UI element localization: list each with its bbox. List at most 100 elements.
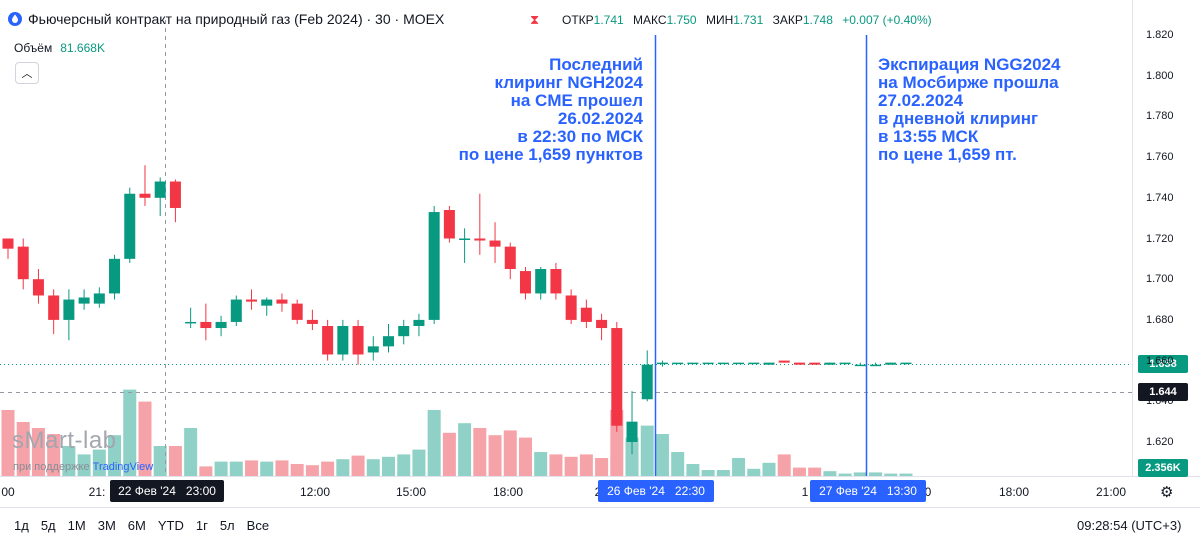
clock-timezone[interactable]: 09:28:54 (UTC+3) xyxy=(1077,518,1182,533)
y-tick-label: 1.780 xyxy=(1146,110,1174,123)
low-value: 1.731 xyxy=(733,13,764,27)
candle-body xyxy=(672,362,684,365)
timeframe-6m[interactable]: 6М xyxy=(127,518,146,533)
volume-bar xyxy=(92,449,106,476)
volume-bar xyxy=(686,464,700,476)
close-label: ЗАКР xyxy=(772,13,803,27)
candle-body xyxy=(32,279,44,296)
candle-body xyxy=(809,362,821,365)
candle-body xyxy=(580,307,592,322)
y-tick-label: 1.820 xyxy=(1146,29,1174,41)
volume-bar xyxy=(732,458,746,476)
candle-body xyxy=(702,362,714,365)
timeframe-5y[interactable]: 5л xyxy=(219,518,235,533)
candle-body xyxy=(200,321,212,329)
volume-bar xyxy=(747,468,761,476)
candle-body xyxy=(474,238,486,241)
candle-body xyxy=(109,258,121,294)
volume-bar xyxy=(245,460,259,476)
candle-body xyxy=(2,238,14,249)
volume-bar xyxy=(214,461,228,476)
x-tick: 21: xyxy=(88,485,106,499)
volume-bar xyxy=(427,410,441,476)
volume-bar xyxy=(412,449,426,476)
x-tick: 21:00 xyxy=(1095,485,1127,499)
candle-body xyxy=(641,364,653,400)
annotation-cme-clearing[interactable]: Последний клиринг NGH2024 на CME прошел … xyxy=(458,55,643,164)
volume-bar xyxy=(655,434,669,476)
volume-bar xyxy=(534,452,548,476)
y-tick-label: 1.700 xyxy=(1146,273,1174,286)
watermark-logo: sMart-lab xyxy=(12,427,117,454)
candle-body xyxy=(169,181,181,208)
volume-bar xyxy=(153,446,167,476)
watermark-sub-text: при поддержке xyxy=(13,461,90,473)
volume-bar xyxy=(671,452,685,476)
chart-header: Фьючерсный контракт на природный газ (Fe… xyxy=(8,11,444,27)
collapse-legend-button[interactable]: ︿ xyxy=(15,62,39,84)
y-tick-label: 1.800 xyxy=(1146,69,1174,82)
timeframe-3m[interactable]: 3М xyxy=(97,518,116,533)
volume-bar xyxy=(351,455,365,476)
candle-body xyxy=(337,326,349,355)
candle-body xyxy=(93,293,105,304)
timeframe-1d[interactable]: 1д xyxy=(14,518,29,533)
candle-body xyxy=(793,362,805,365)
volume-bar xyxy=(168,446,182,476)
candle-body xyxy=(596,319,608,329)
timeframe-ytd[interactable]: YTD xyxy=(157,518,184,533)
symbol-title[interactable]: Фьючерсный контракт на природный газ (Fe… xyxy=(28,11,445,27)
volume-price-label: 2.356K xyxy=(1138,459,1188,477)
low-label: МИН xyxy=(705,13,734,27)
hourglass-icon: ⧗ xyxy=(530,12,540,27)
candle-body xyxy=(63,299,75,320)
annotation-moex-expiration[interactable]: Экспирация NGG2024 на Мосбирже прошла 27… xyxy=(878,55,1061,164)
candle-body xyxy=(870,364,882,367)
volume-bar xyxy=(853,472,867,476)
vline-time-label-1: 26 Фев '24 22:30 xyxy=(598,480,714,502)
volume-bar xyxy=(884,473,898,476)
volume-bar xyxy=(610,410,624,476)
volume-bar xyxy=(792,467,806,476)
volume-bar xyxy=(564,456,578,476)
candle-body xyxy=(215,321,227,329)
chevron-up-icon: ︿ xyxy=(21,68,33,80)
candle-body xyxy=(185,321,197,324)
gear-icon[interactable]: ⚙ xyxy=(1160,484,1174,501)
candle-body xyxy=(717,362,729,365)
timeframe-all[interactable]: Все xyxy=(246,518,270,533)
x-tick: 1 xyxy=(801,485,809,499)
close-value: 1.748 xyxy=(802,13,833,27)
x-tick: 00 xyxy=(1,485,15,499)
open-label: ОТКР xyxy=(562,13,594,27)
volume-bar xyxy=(199,466,213,476)
crosshair-time-label: 22 Фев '24 23:00 xyxy=(110,480,224,502)
volume-readout: Объём 81.668K xyxy=(14,41,105,55)
volume-bar xyxy=(823,471,837,476)
x-tick: 0 xyxy=(924,485,932,499)
timeframe-1y[interactable]: 1г xyxy=(195,518,208,533)
candle-body xyxy=(839,362,851,365)
candle-body xyxy=(322,326,334,355)
tradingview-brand: TradingView xyxy=(92,461,154,473)
candle-body xyxy=(154,181,166,198)
x-tick: 12:00 xyxy=(299,485,331,499)
timeframe-1m[interactable]: 1М xyxy=(67,518,86,533)
y-tick-label: 1.660 xyxy=(1146,354,1174,367)
volume-bar xyxy=(62,446,76,476)
y-tick-label: 1.640 xyxy=(1146,395,1174,408)
high-label: МАКС xyxy=(633,13,667,27)
y-tick-label: 1.720 xyxy=(1146,232,1174,245)
high-value: 1.750 xyxy=(666,13,697,27)
timeframe-5d[interactable]: 5д xyxy=(40,518,56,533)
candle-body xyxy=(78,297,90,304)
candle-body xyxy=(413,319,425,327)
x-tick: 18:00 xyxy=(998,485,1030,499)
volume-bar xyxy=(184,428,198,476)
candle-body xyxy=(626,421,638,442)
candle-body xyxy=(48,295,60,320)
candle-body xyxy=(230,299,242,322)
y-tick-label: 1.760 xyxy=(1146,151,1174,164)
volume-bar xyxy=(108,435,122,476)
